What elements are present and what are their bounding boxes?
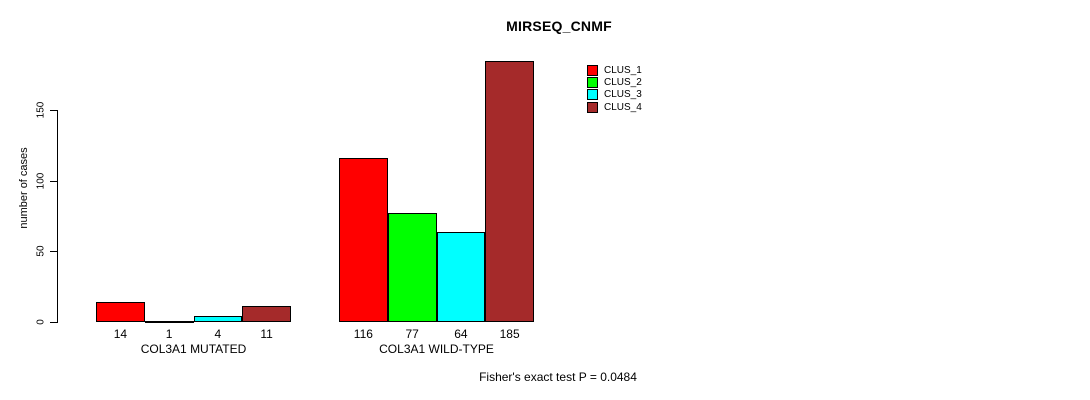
legend-item-clus_3: CLUS_3	[587, 89, 642, 101]
y-axis-line	[57, 110, 58, 323]
y-tick	[50, 251, 58, 253]
category-label: COL3A1 MUTATED	[140, 342, 247, 356]
y-axis-title: number of cases	[18, 147, 30, 229]
bar-clus_2	[144, 320, 194, 323]
y-tick-label: 50	[35, 245, 47, 257]
bar-clus_1	[339, 158, 388, 322]
bar-clus_2	[387, 213, 437, 322]
bar-clus_3	[436, 231, 486, 322]
legend-swatch-icon	[587, 65, 598, 76]
legend-swatch-icon	[587, 77, 598, 89]
legend-label: CLUS_3	[604, 89, 642, 101]
legend-label: CLUS_2	[604, 77, 642, 89]
bar-value-label: 11	[260, 326, 273, 341]
chart-title: MIRSEQ_CNMF	[506, 18, 612, 34]
y-tick-label: 150	[35, 101, 47, 119]
legend-item-clus_4: CLUS_4	[587, 101, 642, 113]
y-tick	[50, 322, 58, 323]
bar-value-label: 1	[165, 326, 173, 341]
legend-swatch-icon	[587, 89, 598, 101]
y-tick-label: 0	[35, 319, 47, 325]
annotation-text: Fisher's exact test P = 0.0484	[479, 370, 637, 384]
bar-value-label: 4	[214, 326, 222, 341]
legend-label: CLUS_1	[604, 65, 642, 76]
legend-item-clus_2: CLUS_2	[587, 77, 642, 89]
bar-value-label: 77	[405, 326, 419, 341]
bar-clus_4	[485, 60, 534, 322]
bar-value-label: 116	[353, 326, 373, 341]
y-tick	[50, 110, 58, 111]
bar-value-label: 14	[113, 326, 128, 341]
category-label: COL3A1 WILD-TYPE	[379, 342, 494, 356]
y-tick-label: 100	[35, 172, 47, 189]
bar-clus_3	[193, 316, 243, 322]
bar-clus_4	[242, 306, 291, 322]
y-tick	[50, 180, 58, 182]
legend-item-clus_1: CLUS_1	[587, 65, 642, 76]
legend: CLUS_1 CLUS_2 CLUS_3 CLUS_4	[587, 65, 642, 114]
legend-swatch-icon	[587, 101, 598, 113]
legend-label: CLUS_4	[604, 101, 642, 113]
bar-clus_1	[96, 302, 145, 322]
bar-value-label: 64	[454, 326, 468, 341]
bar-value-label: 185	[499, 326, 520, 341]
